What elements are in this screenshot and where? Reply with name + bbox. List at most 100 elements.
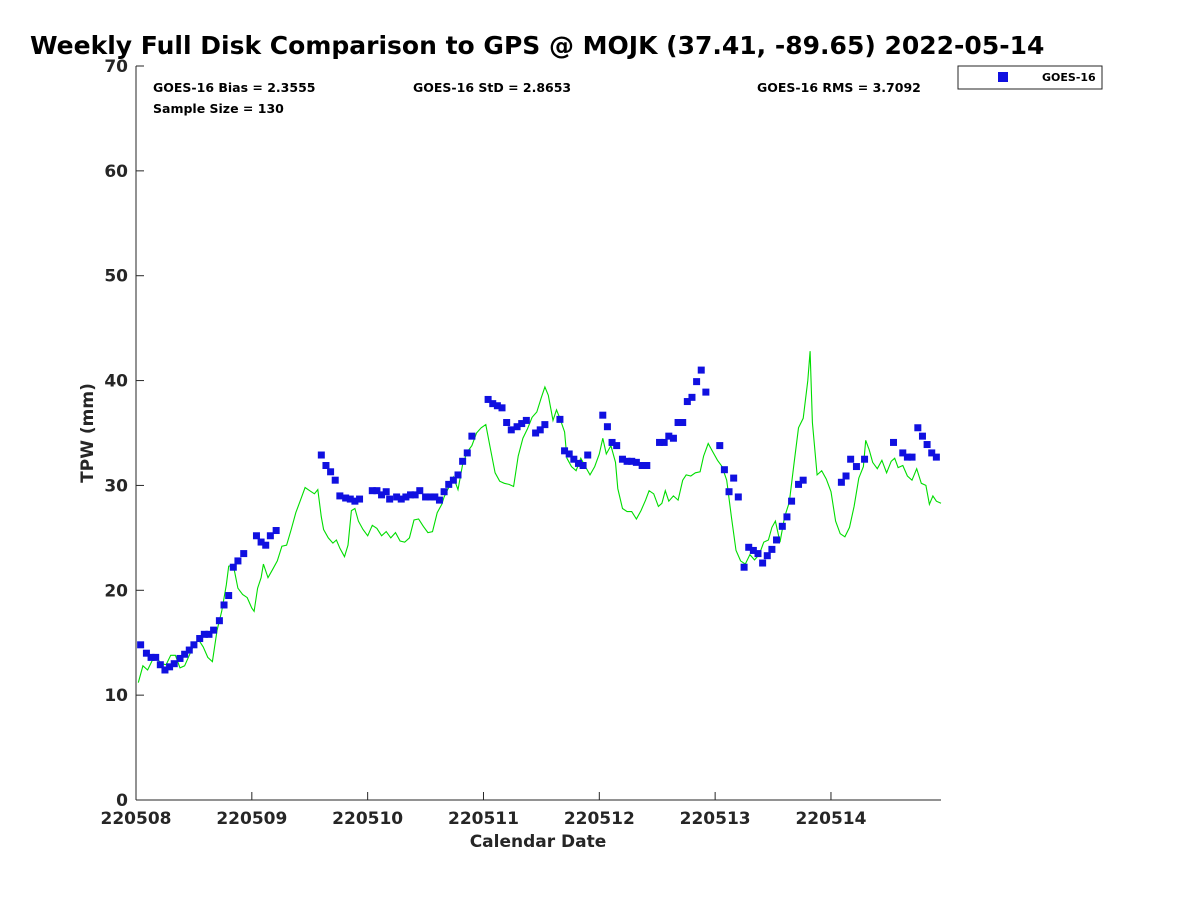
- data-point: [603, 423, 611, 431]
- data-point: [556, 415, 564, 423]
- data-point: [382, 488, 390, 496]
- data-point: [903, 453, 911, 461]
- bias-annotation: GOES-16 Bias = 2.3555: [153, 80, 315, 95]
- data-point: [322, 462, 330, 470]
- x-axis-ticks: 220508 220509 220510 220511 220512 220513 2205…: [101, 792, 867, 829]
- data-point: [431, 493, 439, 501]
- data-point: [161, 666, 169, 674]
- data-point: [156, 661, 164, 669]
- data-point: [342, 494, 350, 502]
- data-point: [788, 497, 796, 505]
- data-point: [440, 488, 448, 496]
- data-point: [262, 541, 270, 549]
- y-axis-ticks: 0 10 20 30 40 50 60 70: [104, 57, 144, 811]
- std-annotation: GOES-16 StD = 2.8653: [413, 80, 571, 95]
- data-point: [402, 493, 410, 501]
- series-layer: [137, 351, 942, 683]
- data-point: [918, 432, 926, 440]
- data-point: [660, 438, 668, 446]
- data-point: [599, 411, 607, 419]
- data-point: [393, 493, 401, 501]
- data-point: [679, 419, 687, 427]
- data-point: [669, 434, 677, 442]
- data-point: [518, 420, 526, 428]
- data-point: [623, 457, 631, 465]
- plot-area: 0 10 20 30 40 50 60 70 220508 220509 220510 220511…: [101, 57, 942, 829]
- y-tick-label: 30: [104, 476, 128, 496]
- data-point: [908, 453, 916, 461]
- data-point: [674, 419, 682, 427]
- data-point: [327, 468, 335, 476]
- data-point: [147, 653, 155, 661]
- data-point: [618, 455, 626, 463]
- data-point: [928, 449, 936, 457]
- data-point: [445, 480, 453, 488]
- y-axis-label: TPW (mm): [78, 383, 98, 483]
- data-point: [181, 650, 189, 658]
- legend-label-goes-16: GOES-16: [1042, 71, 1096, 84]
- data-point: [579, 462, 587, 470]
- data-point: [234, 557, 242, 565]
- data-point: [468, 432, 476, 440]
- data-point: [252, 532, 260, 540]
- legend: GOES-16: [957, 65, 1103, 90]
- data-point: [749, 546, 757, 554]
- data-point: [702, 388, 710, 396]
- data-point: [541, 421, 549, 429]
- data-point: [536, 426, 544, 434]
- data-point: [730, 474, 738, 482]
- data-point: [373, 487, 381, 495]
- data-point: [632, 458, 640, 466]
- data-point: [778, 522, 786, 530]
- x-tick-label: 220511: [448, 809, 519, 829]
- data-point: [847, 455, 855, 463]
- data-point: [489, 400, 497, 408]
- data-point: [317, 451, 325, 459]
- data-point: [378, 491, 386, 499]
- data-point: [200, 630, 208, 638]
- legend-marker-goes-16: [998, 72, 1008, 82]
- data-point: [386, 495, 394, 503]
- x-tick-label: 220513: [680, 809, 751, 829]
- data-point: [697, 366, 705, 374]
- data-point: [734, 493, 742, 501]
- y-tick-label: 70: [104, 57, 128, 77]
- data-point: [229, 563, 237, 571]
- data-point: [608, 438, 616, 446]
- data-point: [190, 641, 198, 649]
- data-point: [416, 487, 424, 495]
- data-point: [507, 426, 515, 434]
- data-point: [166, 663, 174, 671]
- data-point: [683, 398, 691, 406]
- data-point: [397, 495, 405, 503]
- data-point: [513, 423, 521, 431]
- data-point: [210, 626, 218, 634]
- data-point: [503, 419, 511, 427]
- data-point: [266, 532, 274, 540]
- data-point: [142, 649, 150, 657]
- data-point: [745, 543, 753, 551]
- y-tick-label: 50: [104, 267, 128, 287]
- data-point: [842, 472, 850, 480]
- data-point: [272, 527, 280, 535]
- data-point: [754, 550, 762, 558]
- y-tick-label: 0: [116, 791, 128, 811]
- data-point: [638, 462, 646, 470]
- data-point: [435, 496, 443, 504]
- data-point: [783, 513, 791, 521]
- data-point: [336, 492, 344, 500]
- y-tick-label: 20: [104, 581, 128, 601]
- data-point: [570, 455, 578, 463]
- data-point: [914, 424, 922, 432]
- data-point: [225, 592, 233, 600]
- data-point: [257, 538, 265, 546]
- chart-title: Weekly Full Disk Comparison to GPS @ MOJ…: [30, 31, 1044, 60]
- data-point: [665, 432, 673, 440]
- data-point: [852, 463, 860, 471]
- data-point: [532, 429, 540, 437]
- data-point: [215, 617, 223, 625]
- data-point: [688, 393, 696, 401]
- x-tick-label: 220510: [332, 809, 403, 829]
- data-point: [422, 493, 430, 501]
- data-point: [720, 466, 728, 474]
